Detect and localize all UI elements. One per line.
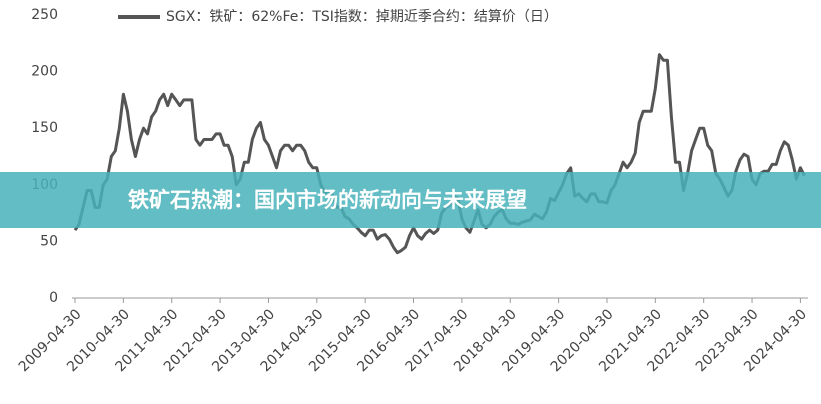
y-tick-label: 250: [31, 7, 58, 23]
banner-title: 铁矿石热潮：国内市场的新动向与未来展望: [128, 188, 527, 212]
y-tick-label: 150: [31, 120, 58, 136]
y-tick-label: 0: [49, 290, 58, 306]
banner: [0, 172, 821, 228]
y-tick-label: 200: [31, 64, 58, 80]
y-tick-label: 50: [40, 233, 58, 249]
legend-label: SGX：铁矿：62%Fe：TSI指数：掉期近季合约：结算价（日）: [166, 9, 558, 25]
